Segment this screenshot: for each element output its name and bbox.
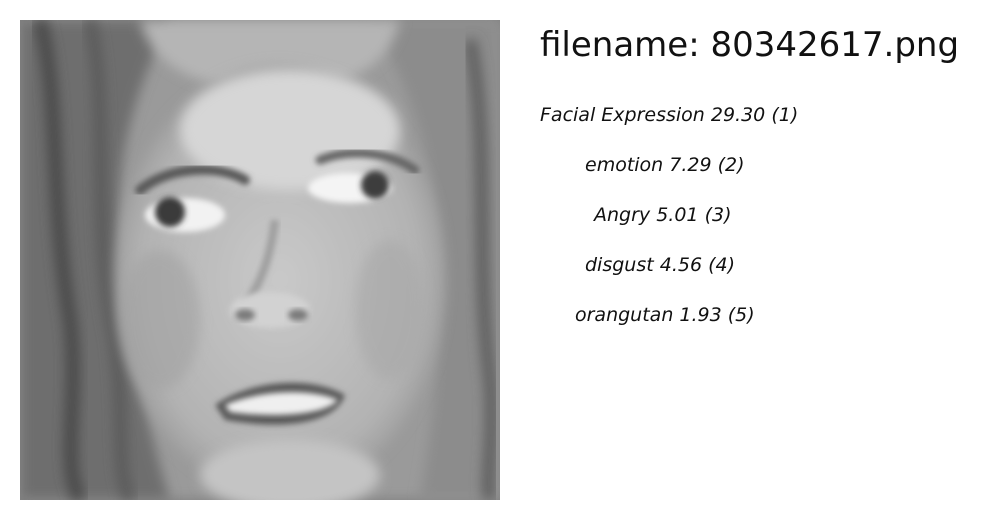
prediction-score: 7.29 <box>669 154 712 176</box>
prediction-label: disgust <box>585 254 654 276</box>
face-photo-drawing <box>20 20 500 500</box>
prediction-row: Angry 5.01 (3) <box>594 200 731 230</box>
filename-label: filename: <box>540 25 700 65</box>
prediction-rank: (4) <box>708 254 736 276</box>
face-photo <box>20 20 500 500</box>
prediction-rank: (3) <box>704 204 732 226</box>
prediction-row: emotion 7.29 (2) <box>585 150 745 180</box>
prediction-row: Facial Expression 29.30 (1) <box>540 100 798 130</box>
prediction-label: Angry <box>594 204 651 226</box>
prediction-row: orangutan 1.93 (5) <box>575 300 755 330</box>
prediction-score: 1.93 <box>679 304 722 326</box>
prediction-label: emotion <box>585 154 664 176</box>
prediction-rank: (5) <box>727 304 755 326</box>
prediction-score: 29.30 <box>710 104 766 126</box>
prediction-rank: (2) <box>717 154 745 176</box>
prediction-label: orangutan <box>575 304 674 326</box>
prediction-score: 4.56 <box>659 254 703 276</box>
prediction-rank: (1) <box>771 104 799 126</box>
prediction-label: Facial Expression <box>540 104 705 126</box>
prediction-row: disgust 4.56 (4) <box>585 250 735 280</box>
filename-value: 80342617.png <box>710 25 960 65</box>
prediction-score: 5.01 <box>656 204 699 226</box>
filename-heading: filename: 80342617.png <box>540 22 959 68</box>
